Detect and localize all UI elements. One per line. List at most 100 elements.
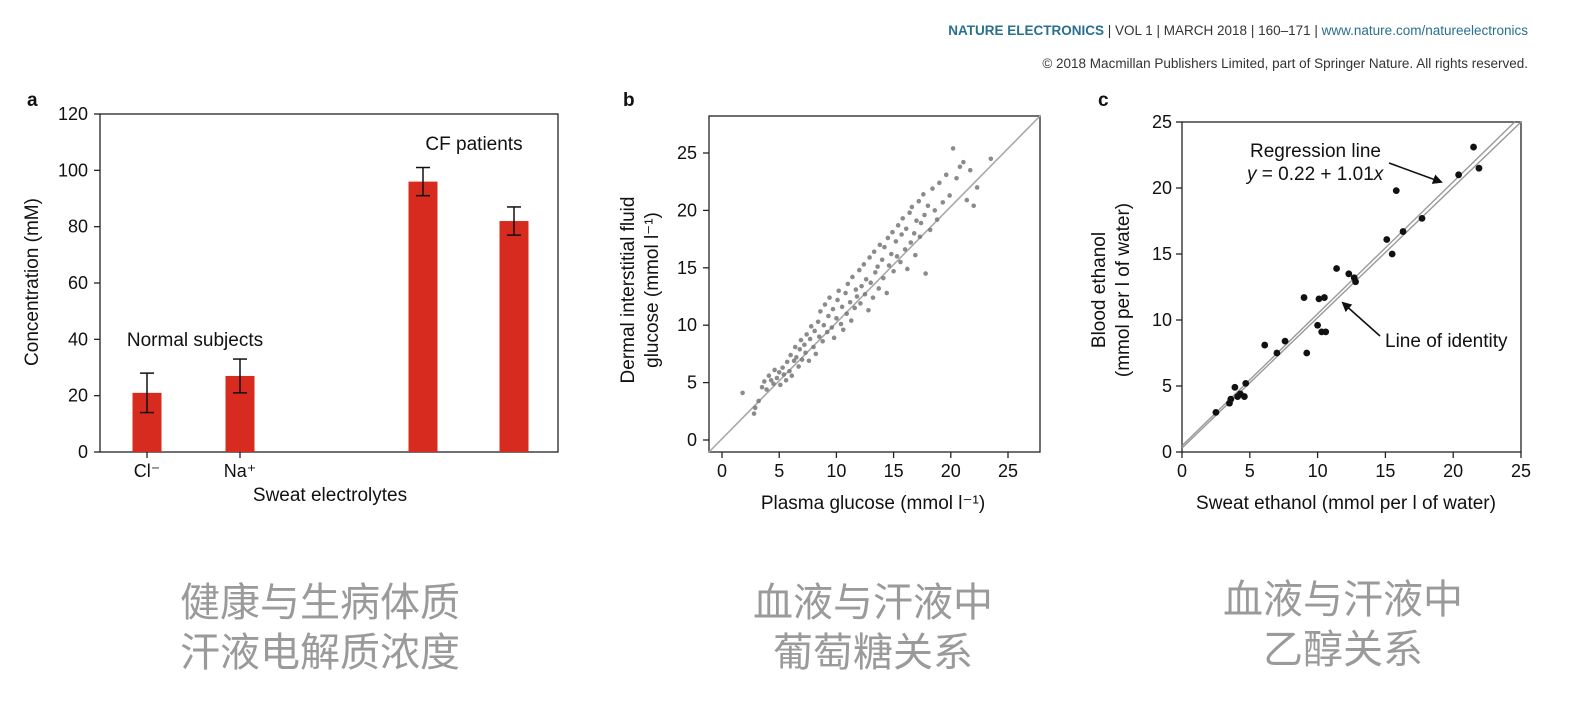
caption-line1: 血液与汗液中	[753, 580, 993, 626]
x-tick-label: 5	[1245, 461, 1255, 481]
data-point	[1320, 294, 1328, 301]
panel-label-c: c	[1098, 90, 1109, 111]
bar	[408, 181, 438, 452]
data-point	[871, 249, 877, 255]
group-label-normal-subjects: Normal subjects	[127, 330, 263, 351]
data-point	[822, 302, 828, 307]
data-point	[1212, 409, 1220, 416]
data-point	[824, 329, 830, 335]
data-point	[802, 342, 807, 348]
data-point	[1314, 321, 1321, 329]
x-axis-label: Sweat electrolytes	[253, 485, 407, 506]
data-point	[877, 242, 883, 248]
data-point	[807, 336, 813, 342]
identity-line-label: Line of identity	[1385, 331, 1508, 352]
data-point	[954, 175, 959, 181]
copyright-line: © 2018 Macmillan Publishers Limited, par…	[1042, 56, 1528, 71]
data-point	[840, 327, 846, 333]
data-point	[1273, 349, 1281, 357]
data-point	[940, 200, 946, 205]
x-axis-label: Sweat ethanol (mmol per l of water)	[1196, 493, 1496, 514]
data-point	[797, 347, 803, 352]
data-point	[1383, 236, 1391, 243]
x-axis-label: Plasma glucose (mmol l⁻¹)	[761, 493, 985, 514]
data-point	[1231, 383, 1239, 391]
data-point	[859, 283, 864, 289]
data-point	[848, 318, 854, 323]
data-point	[1315, 295, 1323, 303]
caption-panel-b: 血液与汗液中 葡萄糖关系	[723, 578, 1023, 678]
data-point	[879, 257, 885, 263]
data-point	[752, 405, 758, 411]
data-point	[830, 306, 836, 312]
data-point	[806, 358, 812, 364]
data-point	[808, 324, 814, 329]
data-point	[854, 294, 860, 299]
data-point	[907, 210, 912, 215]
plot-frame	[708, 115, 1041, 453]
data-point	[1240, 393, 1248, 400]
y-tick-label: 100	[58, 160, 88, 180]
data-point	[1303, 349, 1311, 357]
data-point	[1300, 294, 1308, 301]
caption-line2: 乙醇关系	[1263, 627, 1423, 673]
data-point	[934, 217, 940, 222]
data-point	[905, 266, 910, 272]
data-point	[838, 321, 844, 327]
y-tick-label: 20	[1152, 178, 1172, 198]
data-point	[816, 334, 822, 339]
data-point	[909, 204, 915, 210]
regression-arrow	[1388, 162, 1443, 184]
data-point	[836, 288, 841, 294]
data-point	[881, 275, 886, 281]
journal-url[interactable]: www.nature.com/natureelectronics	[1321, 23, 1528, 38]
data-point	[798, 337, 804, 343]
data-point	[922, 212, 927, 218]
data-point	[923, 271, 928, 276]
data-point	[893, 239, 899, 244]
caption-line1: 健康与生病体质	[180, 580, 460, 626]
data-point	[898, 259, 903, 265]
caption-panel-c: 血液与汗液中 乙醇关系	[1193, 575, 1493, 675]
data-point	[974, 185, 980, 190]
data-point	[872, 270, 878, 275]
data-point	[1418, 214, 1426, 222]
journal-name: NATURE ELECTRONICS	[948, 23, 1104, 38]
data-point	[911, 231, 917, 236]
citation-header: NATURE ELECTRONICS | VOL 1 | MARCH 2018 …	[948, 23, 1528, 38]
data-point	[789, 373, 795, 379]
data-point	[751, 411, 757, 416]
data-point	[771, 381, 776, 387]
data-point	[988, 156, 994, 162]
data-point	[788, 352, 793, 358]
x-tick-label: 15	[884, 461, 904, 481]
y-tick-label: 40	[68, 329, 88, 349]
data-point	[925, 203, 931, 209]
data-point	[766, 373, 772, 379]
data-point	[856, 267, 862, 273]
data-point	[829, 325, 835, 330]
data-point	[902, 247, 908, 252]
data-point	[847, 299, 853, 305]
y-tick-label: 25	[677, 143, 697, 163]
data-point	[850, 274, 855, 280]
data-point	[811, 344, 816, 350]
data-point	[947, 193, 952, 198]
data-point	[1333, 265, 1340, 272]
data-point	[914, 218, 919, 224]
data-point	[957, 164, 963, 170]
data-point	[863, 276, 869, 282]
x-tick-label: 10	[826, 461, 846, 481]
data-point	[794, 355, 799, 360]
data-point	[815, 319, 821, 325]
data-point	[913, 252, 918, 258]
data-point	[894, 254, 900, 259]
y-axis-label-line2: glucose (mmol l⁻¹)	[642, 212, 663, 368]
data-point	[961, 159, 966, 165]
data-point	[868, 280, 874, 286]
data-point	[804, 332, 809, 337]
x-tick-label: 0	[717, 461, 727, 481]
data-point	[764, 387, 769, 392]
data-point	[803, 350, 808, 356]
